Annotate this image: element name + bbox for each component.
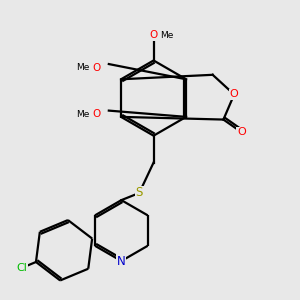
Text: Me: Me (76, 63, 89, 72)
Text: Cl: Cl (16, 263, 28, 273)
Text: O: O (230, 89, 239, 100)
Text: S: S (136, 187, 143, 200)
Text: N: N (117, 254, 126, 268)
Text: O: O (149, 30, 158, 40)
Text: O: O (92, 109, 100, 119)
Text: O: O (237, 127, 246, 137)
Text: Me: Me (160, 31, 174, 40)
Text: O: O (92, 63, 100, 73)
Text: Me: Me (76, 110, 89, 119)
